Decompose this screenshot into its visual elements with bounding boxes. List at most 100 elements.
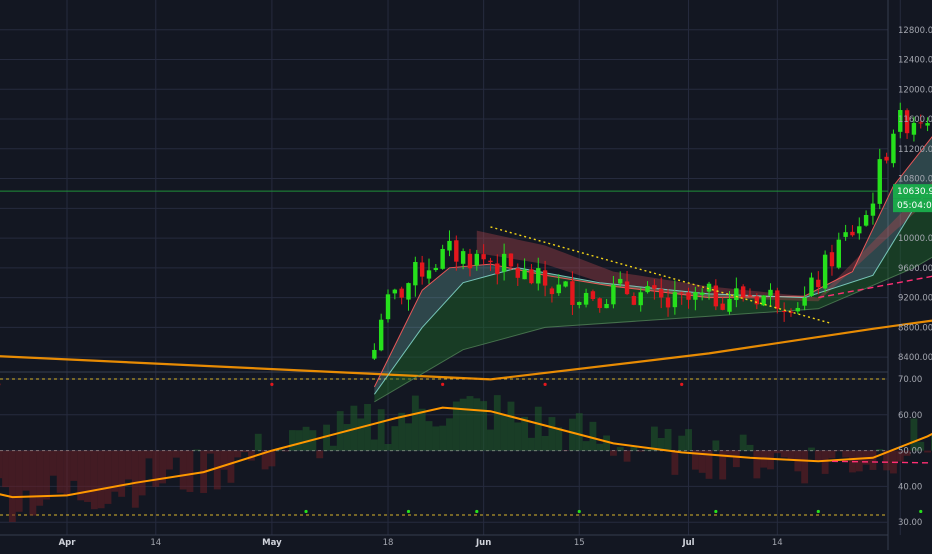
bull-candle [475,254,479,266]
bear-candle [468,254,472,268]
signal-dot [919,510,922,513]
bull-candle [379,320,383,351]
bull-candle [557,285,561,294]
oscillator-bar [624,451,631,462]
oscillator-tick-label: 30.00 [898,518,922,528]
price-tick-label: 9200.00 [898,294,932,304]
oscillator-bar [405,423,412,450]
bear-candle [830,252,834,266]
oscillator-bar [269,451,276,467]
signal-dot [441,383,444,386]
oscillator-bar [651,427,658,451]
oscillator-bar [385,444,392,451]
time-tick-label: Jul [681,538,694,548]
oscillator-bar [207,451,214,454]
bear-candle [816,280,820,287]
price-tick-label: 12800.00 [898,26,932,36]
oscillator-bar [555,427,562,450]
bear-candle [714,286,718,307]
oscillator-bar [91,451,98,510]
oscillator-bar [870,451,877,470]
bull-candle [584,293,588,305]
oscillator-bar [36,451,43,506]
signal-dot [578,510,581,513]
signal-dot [680,383,683,386]
bull-candle [502,254,506,272]
bear-candle [591,291,595,299]
oscillator-bar [228,451,235,483]
price-tick-label: 12400.00 [898,56,932,66]
bull-candle [734,288,738,300]
bull-candle [864,215,868,226]
oscillator-bar [378,409,385,450]
bull-candle [611,285,615,305]
bear-candle [755,296,759,304]
oscillator-bar [467,396,474,451]
bull-candle [522,270,526,279]
bull-candle [843,232,847,237]
oscillator-bar [234,451,241,458]
oscillator-bar [460,399,467,451]
oscillator-bar [774,451,781,454]
bear-candle [570,281,574,305]
price-tick-label: 9600.00 [898,264,932,274]
bear-candle [529,269,533,283]
signal-dot [544,383,547,386]
bull-candle [727,299,731,312]
oscillator-bar [43,451,50,500]
oscillator-bar [583,441,590,450]
signal-dot [817,510,820,513]
bear-candle [741,286,745,297]
bull-candle [809,278,813,296]
signal-dot [475,510,478,513]
last-price-label: 10630.90 [893,184,932,198]
signal-dot [714,510,717,513]
oscillator-bar [753,451,760,479]
bull-candle [761,295,765,305]
oscillator-bar [829,451,836,459]
oscillator-bar [357,418,364,450]
oscillator-bar [480,401,487,450]
time-tick-label: Jun [475,538,491,548]
bull-candle [639,292,643,305]
time-tick-label: 15 [574,538,585,548]
bear-candle [543,270,547,285]
bear-candle [550,288,554,294]
time-tick-label: 18 [383,538,394,548]
bull-candle [461,251,465,264]
bull-candle [434,268,438,270]
bull-candle [871,204,875,216]
oscillator-bar [173,451,180,458]
oscillator-bar [801,451,808,484]
price-tick-label: 11200.00 [898,145,932,155]
oscillator-bar [64,451,71,495]
oscillator-bar [282,451,289,452]
oscillator-bar [23,451,30,491]
bear-candle [399,289,403,298]
time-tick-label: 14 [772,538,783,548]
bull-candle [563,281,567,286]
oscillator-bar [876,449,883,451]
price-tick-label: 8800.00 [898,323,932,333]
oscillator-bar [9,451,16,522]
bear-candle [884,157,888,161]
bear-candle [720,304,724,310]
bull-candle [878,159,882,204]
bull-candle [618,279,622,284]
oscillator-bar [180,451,187,490]
oscillator-bar [255,434,262,451]
oscillator-bar [924,451,931,453]
oscillator-bar [528,438,535,451]
oscillator-bar [371,440,378,451]
oscillator-bar [214,451,221,490]
bull-candle [645,286,649,292]
oscillator-bar [508,402,515,451]
oscillator-bar [535,407,542,451]
oscillator-bar [139,451,146,496]
price-tick-label: 8400.00 [898,353,932,363]
bull-candle [768,290,772,296]
oscillator-bar [187,451,194,492]
bull-candle [536,268,540,283]
